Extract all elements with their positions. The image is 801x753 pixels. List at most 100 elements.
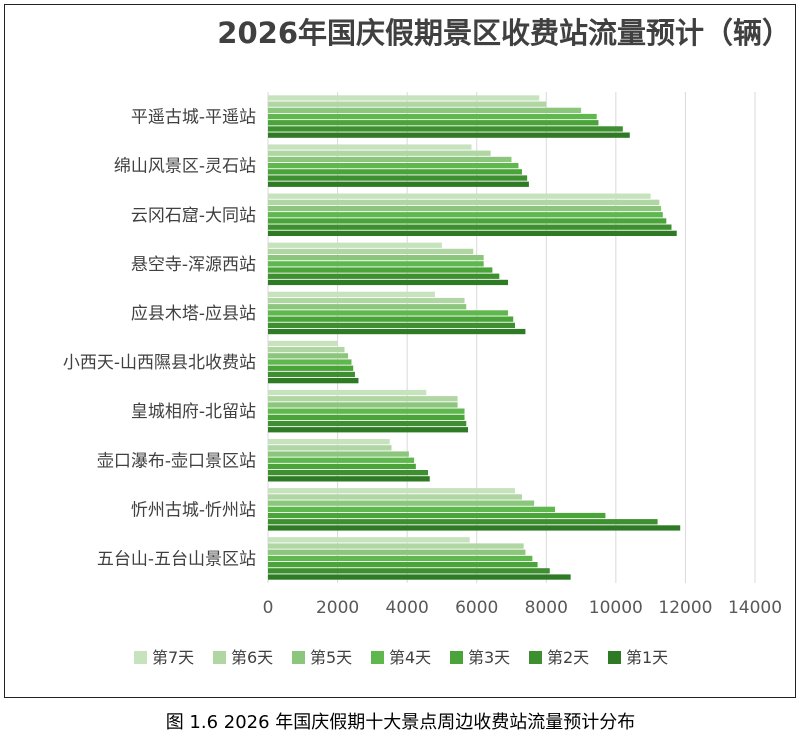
bar <box>268 261 484 267</box>
bar <box>268 291 435 297</box>
x-tick-label: 6000 <box>455 598 498 618</box>
y-category-label: 悬空寺-浑源西站 <box>131 255 256 275</box>
bar <box>268 359 352 365</box>
bar <box>268 519 658 525</box>
bar <box>268 224 672 230</box>
x-tick-label: 8000 <box>525 598 568 618</box>
bar <box>268 574 571 580</box>
bar <box>268 101 547 107</box>
legend-swatch <box>450 651 463 664</box>
bar <box>268 169 522 175</box>
bar <box>268 113 597 120</box>
bar <box>268 107 582 113</box>
bar <box>268 378 359 384</box>
bar <box>268 549 526 555</box>
bar <box>268 126 623 132</box>
bar <box>268 242 442 248</box>
bar <box>268 310 509 316</box>
y-category-label: 平遥古城-平遥站 <box>131 108 256 128</box>
x-tick-label: 14000 <box>728 598 782 618</box>
bar <box>268 457 415 463</box>
legend-label: 第1天 <box>626 648 668 667</box>
bar <box>268 199 660 205</box>
bar <box>268 476 430 482</box>
legend-label: 第4天 <box>389 648 431 667</box>
bar <box>268 506 555 512</box>
bar <box>268 568 550 574</box>
y-category-label: 忻州古城-忻州站 <box>131 500 256 520</box>
bar <box>268 175 528 181</box>
bar <box>268 371 355 378</box>
bar <box>268 193 651 199</box>
x-tick-label: 12000 <box>658 598 712 618</box>
legend-swatch <box>213 651 226 664</box>
legend-label: 第2天 <box>547 648 589 667</box>
bar <box>268 494 522 500</box>
bar <box>268 267 493 273</box>
y-category-label: 绵山风景区-灵石站 <box>114 157 256 177</box>
bar-chart: 0 2000 4000 6000 8000 10000 12000 14000 平遥古城-平遥站… <box>63 92 782 667</box>
bar <box>268 396 458 402</box>
legend-label: 第6天 <box>231 648 273 667</box>
figure-caption: 图 1.6 2026 年国庆假期十大景点周边收费站流量预计分布 <box>165 712 636 733</box>
bar <box>268 144 472 150</box>
legend-label: 第3天 <box>468 648 510 667</box>
bar <box>268 279 509 286</box>
bar <box>268 451 409 457</box>
bar <box>268 439 390 445</box>
bar <box>268 205 662 212</box>
bar <box>268 163 519 169</box>
y-category-label: 应县木塔-应县站 <box>131 304 256 324</box>
bar <box>268 543 524 549</box>
bar <box>268 500 535 506</box>
bar <box>268 347 345 353</box>
bar <box>268 488 515 494</box>
bar <box>268 230 677 236</box>
bar <box>268 555 533 562</box>
bar <box>268 562 538 568</box>
bar <box>268 95 540 101</box>
bar <box>268 427 469 433</box>
bar <box>268 322 515 328</box>
bar <box>268 273 500 279</box>
bar <box>268 248 474 255</box>
bar <box>268 328 526 335</box>
bar <box>268 353 349 359</box>
bar <box>268 132 630 138</box>
bar <box>268 304 467 310</box>
legend-label: 第5天 <box>310 648 352 667</box>
y-category-label: 皇城相府-北留站 <box>131 402 256 422</box>
bar <box>268 420 467 427</box>
chart-frame <box>4 4 796 698</box>
bar <box>268 402 458 408</box>
bar <box>268 537 470 543</box>
bar <box>268 408 465 414</box>
x-tick-label: 4000 <box>386 598 429 618</box>
bar <box>268 463 416 470</box>
bar <box>268 512 606 519</box>
x-tick-label: 0 <box>263 598 274 618</box>
legend-swatch <box>292 651 305 664</box>
y-category-label: 小西天-山西隰县北收费站 <box>63 353 256 373</box>
bar <box>268 365 354 371</box>
legend-label: 第7天 <box>152 648 194 667</box>
chart-title: 2026年国庆假期景区收费站流量预计（辆） <box>217 16 791 50</box>
bar <box>268 255 484 261</box>
bar <box>268 297 465 304</box>
bar <box>268 218 667 224</box>
bar <box>268 470 429 476</box>
legend-swatch <box>134 651 147 664</box>
bar <box>268 389 427 396</box>
x-tick-label: 10000 <box>589 598 643 618</box>
bar <box>268 525 681 531</box>
bar <box>268 150 491 156</box>
bar <box>268 120 599 126</box>
bar <box>268 212 663 218</box>
bar <box>268 445 392 451</box>
y-category-label: 壶口瀑布-壶口景区站 <box>97 451 256 471</box>
y-category-label: 云冈石窟-大同站 <box>131 206 256 226</box>
bar <box>268 156 512 163</box>
bar <box>268 181 529 187</box>
legend-swatch <box>371 651 384 664</box>
legend-swatch <box>608 651 621 664</box>
